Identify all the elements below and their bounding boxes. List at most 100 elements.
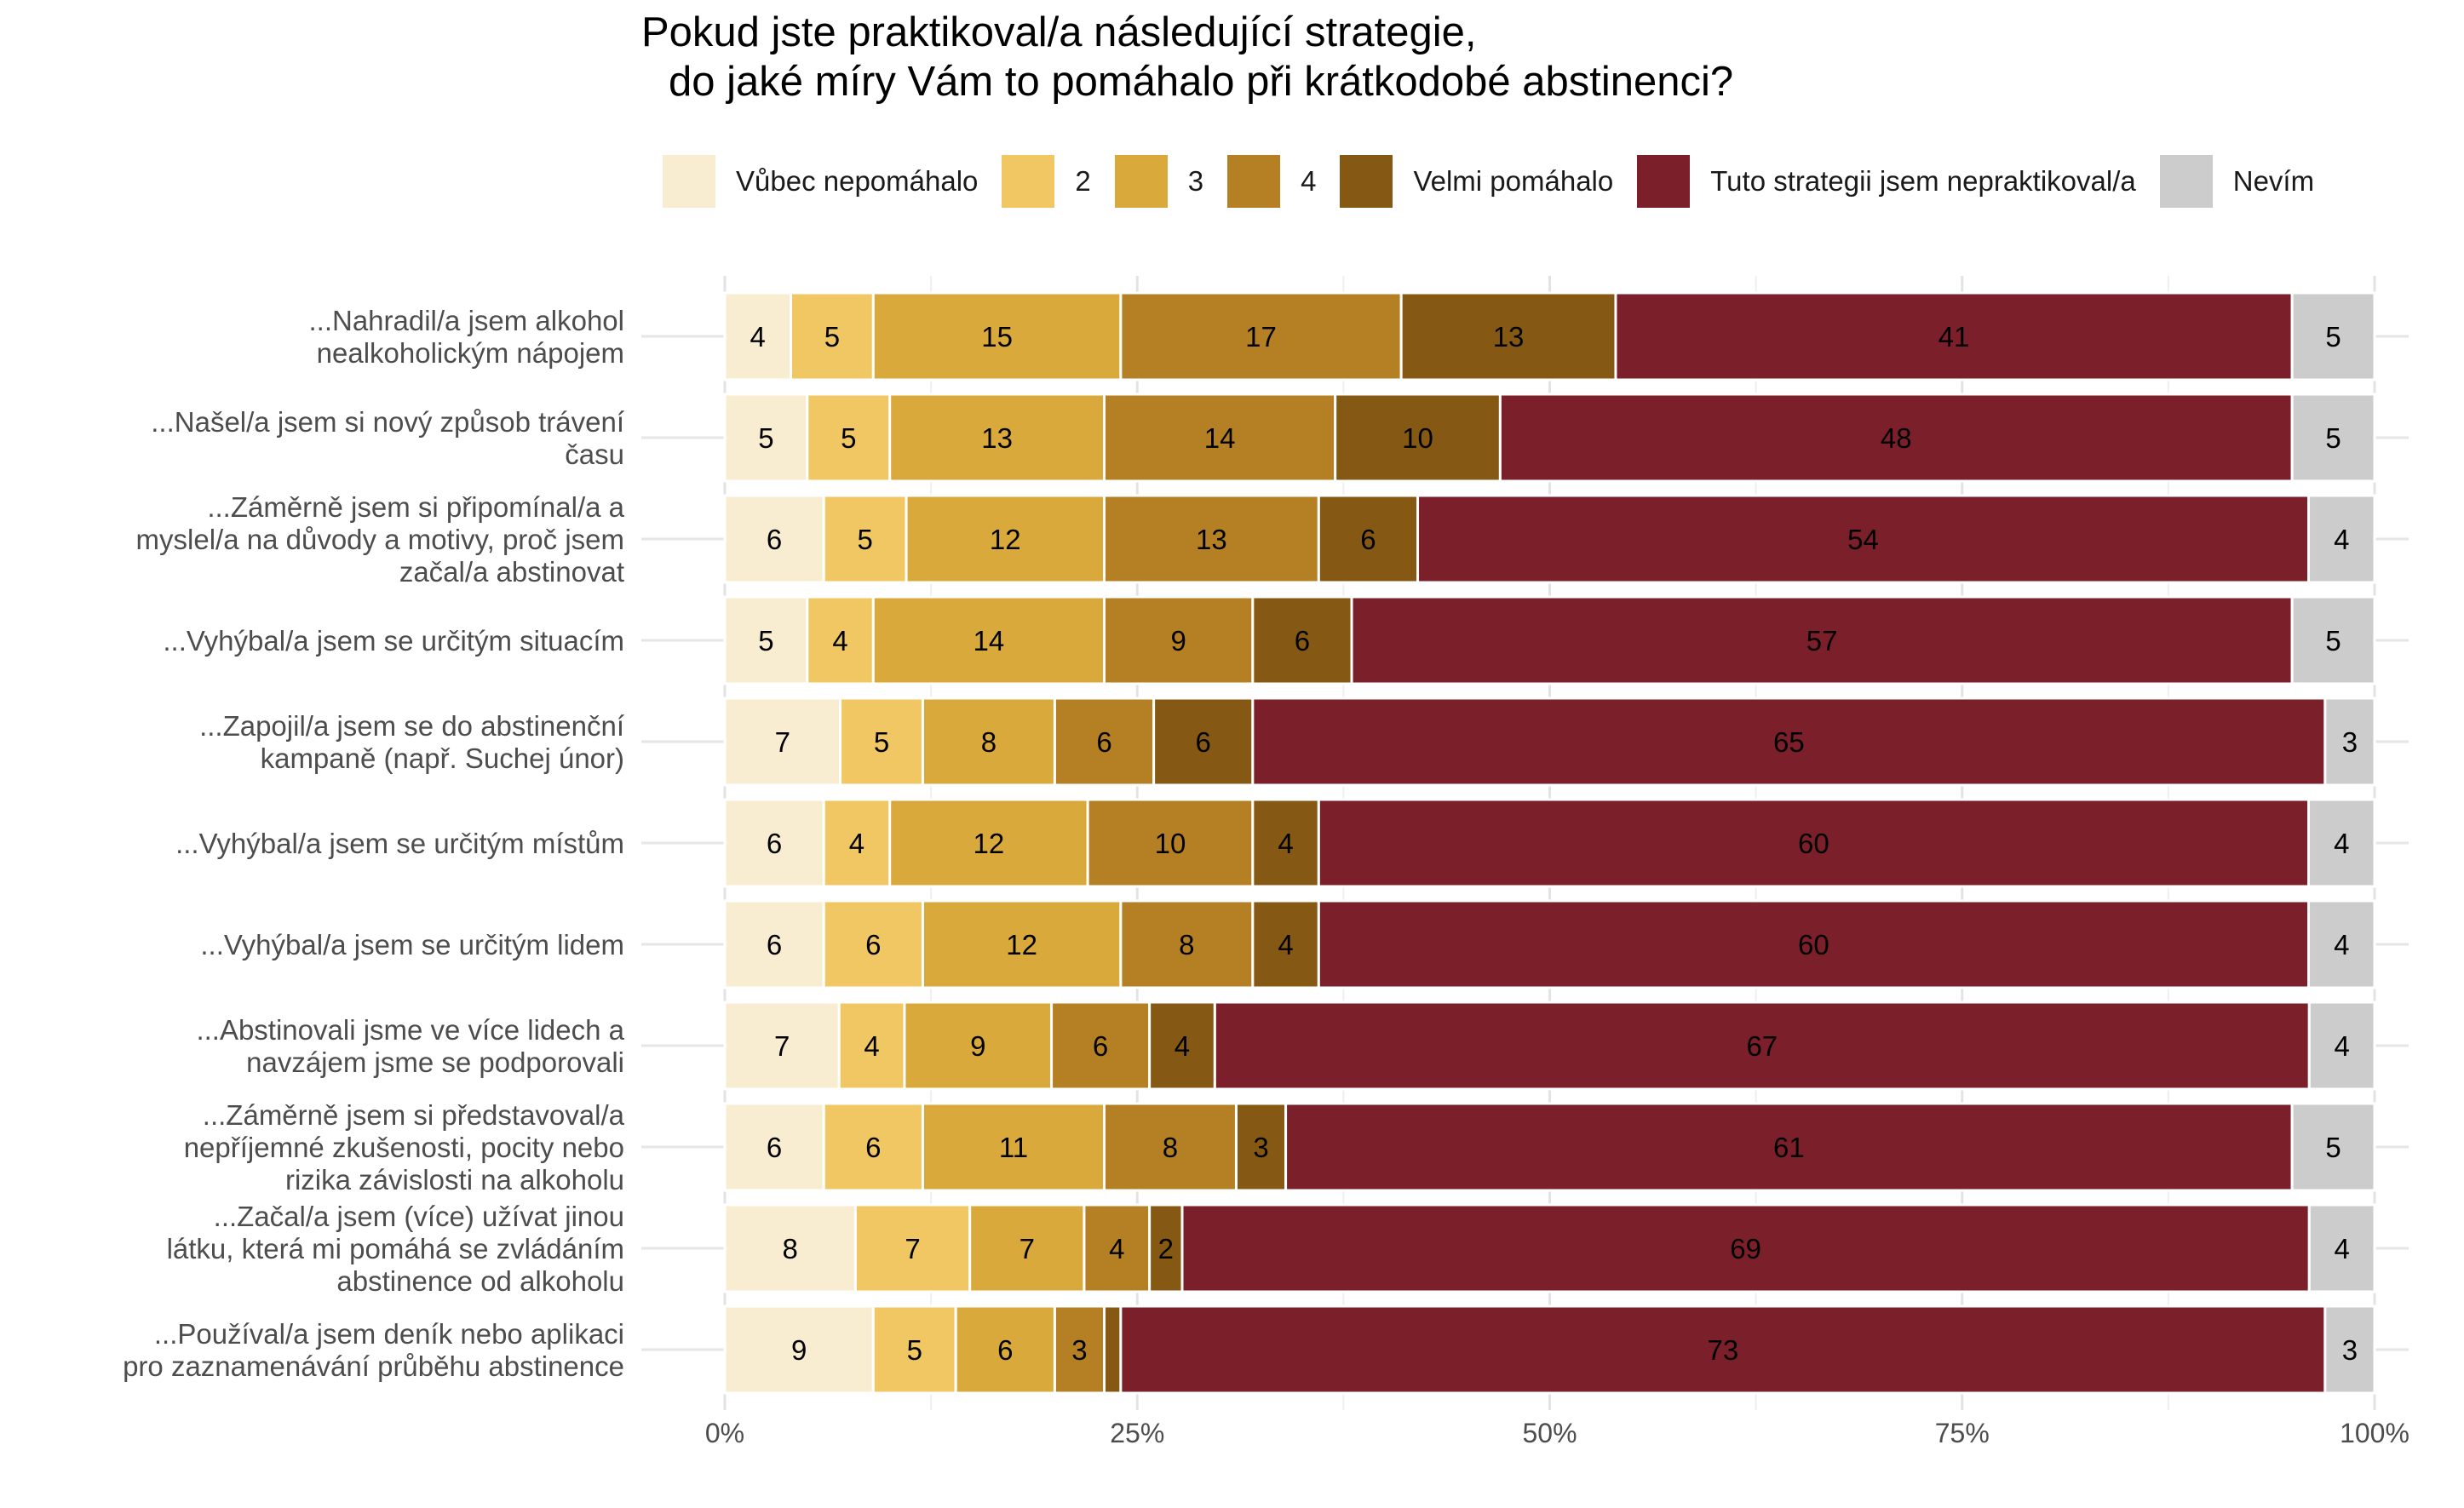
bar-value-label: 67 bbox=[1746, 1030, 1778, 1062]
bar-value-label: 12 bbox=[990, 524, 1021, 555]
bar-segment bbox=[2290, 291, 2376, 381]
bar-segment bbox=[822, 1102, 924, 1192]
bar-segment bbox=[2307, 1203, 2376, 1293]
legend-label: 4 bbox=[1301, 165, 1317, 197]
category-label: ...Našel/a jsem si nový způsob trávení ča… bbox=[151, 406, 624, 470]
bar-segment bbox=[1614, 291, 2294, 381]
chart-title-line-2: do jaké míry Vám to pomáhalo při krátkod… bbox=[669, 59, 1734, 105]
bar-segment bbox=[723, 798, 825, 888]
category-label: ...Nahradil/a jsem alkohol nealkoholickým… bbox=[308, 305, 624, 369]
bar-value-label: 4 bbox=[864, 1030, 879, 1062]
legend-swatch bbox=[1114, 155, 1168, 208]
category-label: ...Vyhýbal/a jsem se určitým situacím bbox=[163, 625, 624, 657]
bar-value-label: 5 bbox=[857, 524, 872, 555]
category-label: ...Vyhýbal/a jsem se určitým lidem bbox=[200, 929, 624, 960]
bar-segment bbox=[1416, 494, 2311, 584]
bar-segment bbox=[723, 494, 825, 584]
bar-segment bbox=[1334, 393, 1502, 483]
bar-value-label: 4 bbox=[2334, 828, 2349, 859]
bar-value-label: 5 bbox=[841, 422, 856, 454]
bar-segment bbox=[1053, 697, 1156, 787]
x-tick-label: 100% bbox=[2340, 1418, 2409, 1448]
bar-value-label: 4 bbox=[2334, 929, 2349, 960]
bar-segment bbox=[723, 1102, 825, 1192]
bar-value-label: 6 bbox=[865, 1132, 881, 1163]
bar-value-label: 2 bbox=[1158, 1233, 1174, 1264]
bar-value-label: 4 bbox=[2334, 1030, 2349, 1062]
category-label: ...Zapojil/a jsem se do abstinenční kampa… bbox=[199, 710, 624, 774]
category-label: ...Vyhýbal/a jsem se určitým místům bbox=[175, 828, 624, 859]
bar-value-label: 4 bbox=[1278, 828, 1293, 859]
bar-value-label: 6 bbox=[865, 929, 881, 960]
category-label: ...Abstinovali jsme ve více lidech a navz… bbox=[196, 1014, 624, 1078]
bar-value-label: 4 bbox=[849, 828, 864, 859]
bar-segment bbox=[1234, 1102, 1288, 1192]
bar-segment bbox=[903, 1001, 1054, 1091]
bar-value-label: 6 bbox=[1093, 1030, 1108, 1062]
bar-value-label: 3 bbox=[1253, 1132, 1268, 1163]
bar-value-label: 9 bbox=[791, 1334, 807, 1366]
bar-value-label: 4 bbox=[1175, 1030, 1190, 1062]
category-label: ...Začal/a jsem (více) užívat jinou látku… bbox=[167, 1201, 624, 1297]
bar-segment bbox=[888, 393, 1106, 483]
bar-value-label: 6 bbox=[767, 524, 782, 555]
bar-segment bbox=[1103, 494, 1320, 584]
bar-segment bbox=[1148, 1203, 1184, 1293]
bar-value-label: 5 bbox=[2325, 422, 2341, 454]
x-tick-label: 25% bbox=[1110, 1418, 1164, 1448]
bar-value-label: 4 bbox=[2334, 1233, 2349, 1264]
bar-segment bbox=[806, 595, 875, 685]
bar-segment bbox=[1251, 595, 1353, 685]
bar-value-label: 6 bbox=[767, 929, 782, 960]
bar-value-label: 17 bbox=[1245, 321, 1277, 353]
bar-segment bbox=[968, 1203, 1086, 1293]
legend-swatch bbox=[1002, 155, 1055, 208]
bar-value-label: 6 bbox=[767, 1132, 782, 1163]
bar-value-label: 4 bbox=[832, 625, 847, 657]
bar-segment bbox=[1103, 1102, 1238, 1192]
bar-value-label: 69 bbox=[1730, 1233, 1761, 1264]
bar-segment bbox=[723, 697, 842, 787]
legend-label: Nevím bbox=[2232, 165, 2315, 197]
bar-value-label: 8 bbox=[981, 726, 997, 758]
bar-value-label: 3 bbox=[1071, 1334, 1087, 1366]
bar-segment bbox=[723, 393, 809, 483]
bar-value-label: 6 bbox=[1360, 524, 1376, 555]
legend-label: Tuto strategii jsem nepraktikoval/a bbox=[1710, 165, 2136, 197]
bar-value-label: 6 bbox=[1295, 625, 1310, 657]
bar-segment bbox=[2307, 1001, 2376, 1091]
bar-segment bbox=[789, 291, 875, 381]
legend-swatch bbox=[1637, 155, 1691, 208]
bar-value-label: 41 bbox=[1938, 321, 1970, 353]
bar-value-label: 11 bbox=[999, 1132, 1028, 1163]
bar-segment bbox=[871, 291, 1123, 381]
bar-value-label: 14 bbox=[974, 625, 1005, 657]
bar-value-label: 5 bbox=[907, 1334, 922, 1366]
bar-segment bbox=[723, 1203, 857, 1293]
legend-swatch bbox=[1340, 155, 1393, 208]
bar-segment bbox=[1086, 798, 1255, 888]
bar-value-label: 12 bbox=[1006, 929, 1037, 960]
bar-value-label: 13 bbox=[1493, 321, 1525, 353]
bar-value-label: 60 bbox=[1798, 828, 1829, 859]
legend-label: Vůbec nepomáhalo bbox=[736, 165, 979, 197]
category-label: ...Záměrně jsem si připomínal/a a myslel/… bbox=[136, 491, 625, 588]
bar-segment bbox=[1119, 291, 1403, 381]
bar-segment bbox=[1251, 899, 1320, 989]
x-tick-label: 0% bbox=[705, 1418, 744, 1448]
bar-value-label: 4 bbox=[750, 321, 766, 353]
category-label: ...Záměrně jsem si představoval/a nepříje… bbox=[184, 1099, 625, 1196]
bar-segment bbox=[905, 494, 1106, 584]
bar-value-label: 5 bbox=[2325, 321, 2341, 353]
bar-segment bbox=[1317, 798, 2311, 888]
bar-segment bbox=[1148, 1001, 1216, 1091]
bar-segment bbox=[921, 899, 1123, 989]
bar-segment bbox=[723, 1304, 875, 1395]
legend-swatch bbox=[663, 155, 715, 208]
bar-segment bbox=[1251, 798, 1320, 888]
bar-segment bbox=[1399, 291, 1617, 381]
bar-value-label: 10 bbox=[1402, 422, 1433, 454]
bar-segment bbox=[806, 393, 892, 483]
